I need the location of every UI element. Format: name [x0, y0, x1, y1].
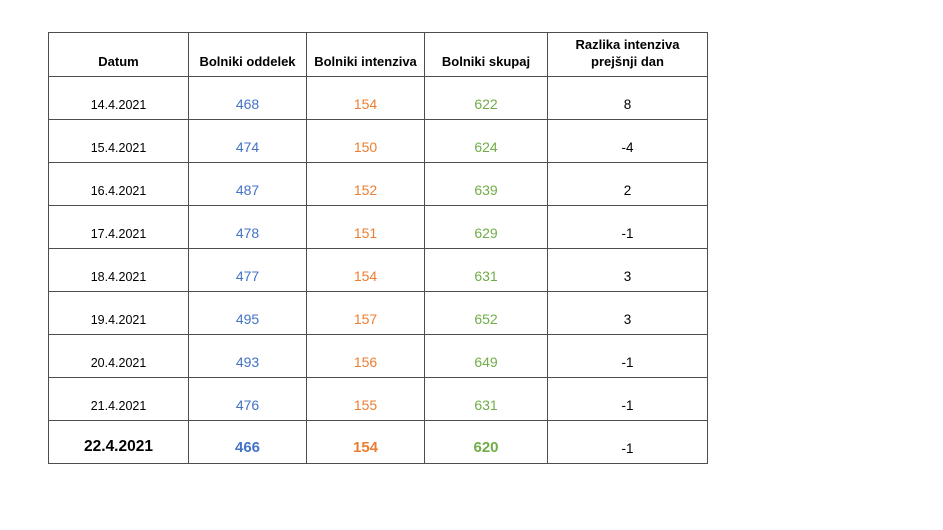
cell-razlika-intenziva: 3	[547, 248, 708, 292]
header-bolniki-oddelek: Bolniki oddelek	[188, 32, 307, 77]
table-row: 18.4.2021 477 154 631 3	[48, 248, 708, 292]
table-body: 14.4.2021 468 154 622 8 15.4.2021 474 150 624 -4 1…	[48, 76, 708, 464]
cell-datum: 18.4.2021	[48, 248, 189, 292]
table-row: 15.4.2021 474 150 624 -4	[48, 119, 708, 163]
cell-razlika-intenziva: -1	[547, 334, 708, 378]
cell-datum: 14.4.2021	[48, 76, 189, 120]
cell-bolniki-intenziva: 150	[306, 119, 425, 163]
cell-bolniki-oddelek: 468	[188, 76, 307, 120]
header-bolniki-skupaj: Bolniki skupaj	[424, 32, 548, 77]
cell-bolniki-skupaj: 652	[424, 291, 548, 335]
cell-bolniki-skupaj: 622	[424, 76, 548, 120]
cell-razlika-intenziva: 3	[547, 291, 708, 335]
cell-datum: 20.4.2021	[48, 334, 189, 378]
cell-datum: 17.4.2021	[48, 205, 189, 249]
cell-razlika-intenziva: 2	[547, 162, 708, 206]
cell-bolniki-skupaj: 631	[424, 248, 548, 292]
cell-bolniki-oddelek: 466	[188, 420, 307, 464]
cell-bolniki-oddelek: 487	[188, 162, 307, 206]
cell-bolniki-intenziva: 157	[306, 291, 425, 335]
cell-bolniki-intenziva: 151	[306, 205, 425, 249]
cell-bolniki-skupaj: 631	[424, 377, 548, 421]
cell-bolniki-skupaj: 639	[424, 162, 548, 206]
cell-bolniki-intenziva: 154	[306, 248, 425, 292]
header-datum: Datum	[48, 32, 189, 77]
cell-bolniki-intenziva: 155	[306, 377, 425, 421]
cell-razlika-intenziva: -1	[547, 377, 708, 421]
cell-bolniki-oddelek: 495	[188, 291, 307, 335]
table-row: 17.4.2021 478 151 629 -1	[48, 205, 708, 249]
cell-bolniki-oddelek: 477	[188, 248, 307, 292]
cell-bolniki-intenziva: 152	[306, 162, 425, 206]
cell-bolniki-intenziva: 154	[306, 420, 425, 464]
cell-bolniki-oddelek: 476	[188, 377, 307, 421]
cell-bolniki-skupaj: 620	[424, 420, 548, 464]
cell-bolniki-skupaj: 649	[424, 334, 548, 378]
header-bolniki-intenziva: Bolniki intenziva	[306, 32, 425, 77]
table-row: 21.4.2021 476 155 631 -1	[48, 377, 708, 421]
cell-datum: 22.4.2021	[48, 420, 189, 464]
table-row: 20.4.2021 493 156 649 -1	[48, 334, 708, 378]
cell-datum: 16.4.2021	[48, 162, 189, 206]
cell-razlika-intenziva: 8	[547, 76, 708, 120]
cell-razlika-intenziva: -1	[547, 205, 708, 249]
cell-datum: 19.4.2021	[48, 291, 189, 335]
cell-bolniki-skupaj: 629	[424, 205, 548, 249]
cell-bolniki-intenziva: 156	[306, 334, 425, 378]
cell-razlika-intenziva: -1	[547, 420, 708, 464]
table-row: 14.4.2021 468 154 622 8	[48, 76, 708, 120]
cell-bolniki-oddelek: 478	[188, 205, 307, 249]
cell-bolniki-skupaj: 624	[424, 119, 548, 163]
table-row: 19.4.2021 495 157 652 3	[48, 291, 708, 335]
table-row: 16.4.2021 487 152 639 2	[48, 162, 708, 206]
cell-bolniki-intenziva: 154	[306, 76, 425, 120]
header-row: Datum Bolniki oddelek Bolniki intenziva …	[48, 32, 708, 77]
cell-bolniki-oddelek: 493	[188, 334, 307, 378]
cell-datum: 21.4.2021	[48, 377, 189, 421]
patients-table: Datum Bolniki oddelek Bolniki intenziva …	[48, 32, 708, 464]
cell-datum: 15.4.2021	[48, 119, 189, 163]
table-row: 22.4.2021 466 154 620 -1	[48, 420, 708, 464]
cell-razlika-intenziva: -4	[547, 119, 708, 163]
table-header: Datum Bolniki oddelek Bolniki intenziva …	[48, 32, 708, 77]
cell-bolniki-oddelek: 474	[188, 119, 307, 163]
header-razlika-intenziva: Razlika intenziva prejšnji dan	[547, 32, 708, 77]
